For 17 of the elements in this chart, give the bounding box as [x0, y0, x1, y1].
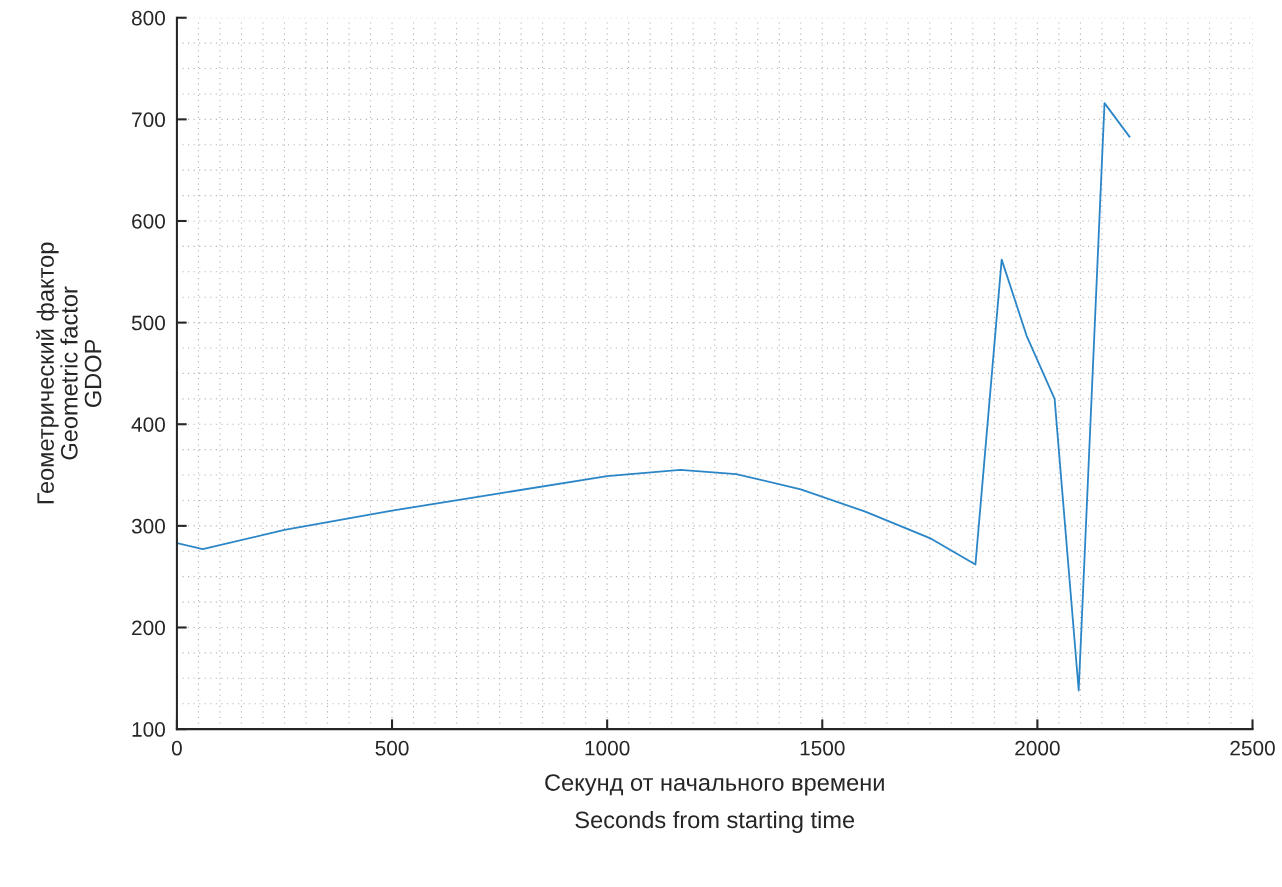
y-tick-label: 400 [131, 417, 165, 432]
line-series [176, 102, 1131, 692]
x-tick-label: 500 [375, 740, 409, 756]
x-tick-label: 2500 [1230, 740, 1275, 756]
x-tick-label: 2000 [1015, 740, 1060, 756]
y-axis-title: Геометрический фактор Geometric factor GDOP [36, 242, 102, 504]
x-tick-label: 1500 [800, 740, 845, 756]
y-tick-label: 500 [131, 315, 165, 331]
x-tick-label: 1000 [585, 740, 630, 756]
y-tick-label: 800 [131, 10, 165, 26]
y-tick-label: 300 [131, 518, 165, 534]
y-tick-label: 100 [132, 722, 165, 737]
y-tick-label: 700 [132, 112, 165, 128]
y-tick-label: 200 [132, 620, 165, 636]
x-axis-title: Секунд от начального времени Seconds from starting time [545, 774, 884, 833]
y-tick-label: 600 [132, 213, 165, 229]
x-tick-label: 0 [171, 740, 182, 756]
